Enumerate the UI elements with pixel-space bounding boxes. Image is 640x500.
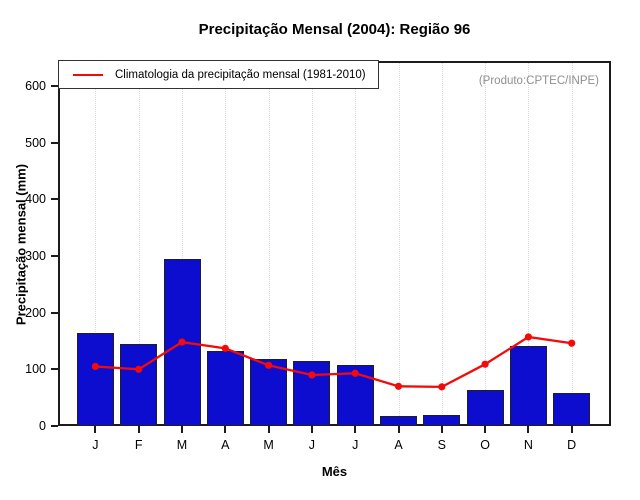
x-tick-1 (94, 426, 97, 433)
gridline-7 (355, 63, 357, 424)
producer-annotation: (Produto:CPTEC/INPE) (478, 75, 599, 87)
legend: Climatologia da precipitação mensal (198… (58, 60, 379, 89)
y-tick-label-500: 500 (25, 135, 46, 150)
x-tick-3 (181, 426, 183, 433)
plot-area: Climatologia da precipitação mensal (198… (58, 60, 611, 426)
y-tick-label-400: 400 (25, 192, 46, 207)
x-tick-label-11: N (523, 438, 533, 452)
gridline-12 (571, 63, 573, 424)
climatology-point-3 (178, 338, 186, 346)
x-tick-label-4: A (221, 438, 230, 452)
x-tick-label-6: J (308, 438, 316, 452)
x-tick-4 (224, 426, 227, 433)
x-tick-7 (354, 426, 357, 433)
y-tick-label-300: 300 (25, 248, 46, 263)
gridline-4 (225, 63, 227, 424)
climatology-point-9 (438, 383, 446, 391)
legend-label: Climatologia da precipitação mensal (198… (115, 68, 366, 81)
y-tick-400 (51, 198, 58, 201)
bar-month-1 (76, 333, 114, 426)
bar-month-8 (380, 415, 417, 426)
gridline-6 (311, 63, 313, 424)
bar-month-5 (250, 358, 288, 426)
x-tick-11 (527, 426, 530, 433)
climatology-point-2 (135, 365, 143, 373)
bar-month-2 (120, 344, 158, 426)
x-tick-label-7: J (352, 438, 359, 452)
x-tick-label-8: A (394, 438, 403, 452)
y-tick-label-100: 100 (25, 362, 46, 377)
climatology-line (95, 335, 572, 389)
gridline-5 (268, 63, 270, 424)
climatology-point-10 (481, 360, 489, 368)
x-tick-12 (570, 426, 573, 433)
gridline-11 (528, 63, 530, 424)
bar-month-9 (423, 415, 461, 426)
y-tick-100 (51, 368, 58, 371)
climatology-point-6 (308, 371, 316, 379)
x-tick-label-12: D (567, 438, 577, 452)
climatology-line-layer (91, 333, 576, 391)
climatology-point-4 (221, 344, 229, 352)
y-tick-label-600: 600 (25, 78, 46, 93)
y-axis-title: Precipitação mensal (mm) (13, 163, 29, 326)
climatology-point-7 (351, 369, 359, 377)
chart-title: Precipitação Mensal (2004): Região 96 (198, 21, 471, 38)
bar-month-12 (553, 392, 591, 426)
gridline-8 (398, 63, 400, 424)
gridline-9 (441, 63, 443, 424)
bar-month-11 (509, 346, 547, 426)
y-tick-200 (51, 311, 58, 314)
x-tick-10 (484, 426, 487, 433)
climatology-point-11 (524, 333, 532, 341)
x-axis-title: Mês (321, 464, 348, 479)
gridline-2 (138, 63, 140, 424)
climatology-point-8 (394, 382, 403, 390)
y-tick-label-200: 200 (25, 305, 46, 320)
gridline-3 (182, 63, 183, 424)
x-tick-label-5: M (263, 438, 274, 452)
climatology-point-12 (568, 339, 576, 347)
x-tick-label-2: F (134, 438, 143, 452)
x-tick-label-10: O (480, 438, 490, 452)
bar-month-10 (466, 390, 504, 426)
x-tick-label-9: S (437, 438, 446, 452)
legend-line-sample-icon (73, 73, 103, 76)
x-tick-2 (137, 426, 140, 433)
x-tick-label-3: M (176, 438, 188, 452)
y-tick-300 (51, 254, 58, 257)
x-tick-8 (397, 426, 400, 433)
climatology-point-1 (91, 362, 99, 371)
climatology-point-5 (265, 361, 273, 369)
y-tick-500 (51, 141, 58, 144)
x-tick-6 (310, 426, 313, 433)
y-tick-label-0: 0 (39, 419, 46, 433)
gridline-1 (95, 63, 97, 424)
x-tick-9 (440, 426, 443, 433)
gridline-10 (485, 63, 487, 424)
y-tick-0 (51, 425, 58, 427)
x-tick-label-1: J (92, 438, 99, 452)
x-tick-5 (267, 426, 270, 433)
y-tick-600 (51, 84, 58, 87)
